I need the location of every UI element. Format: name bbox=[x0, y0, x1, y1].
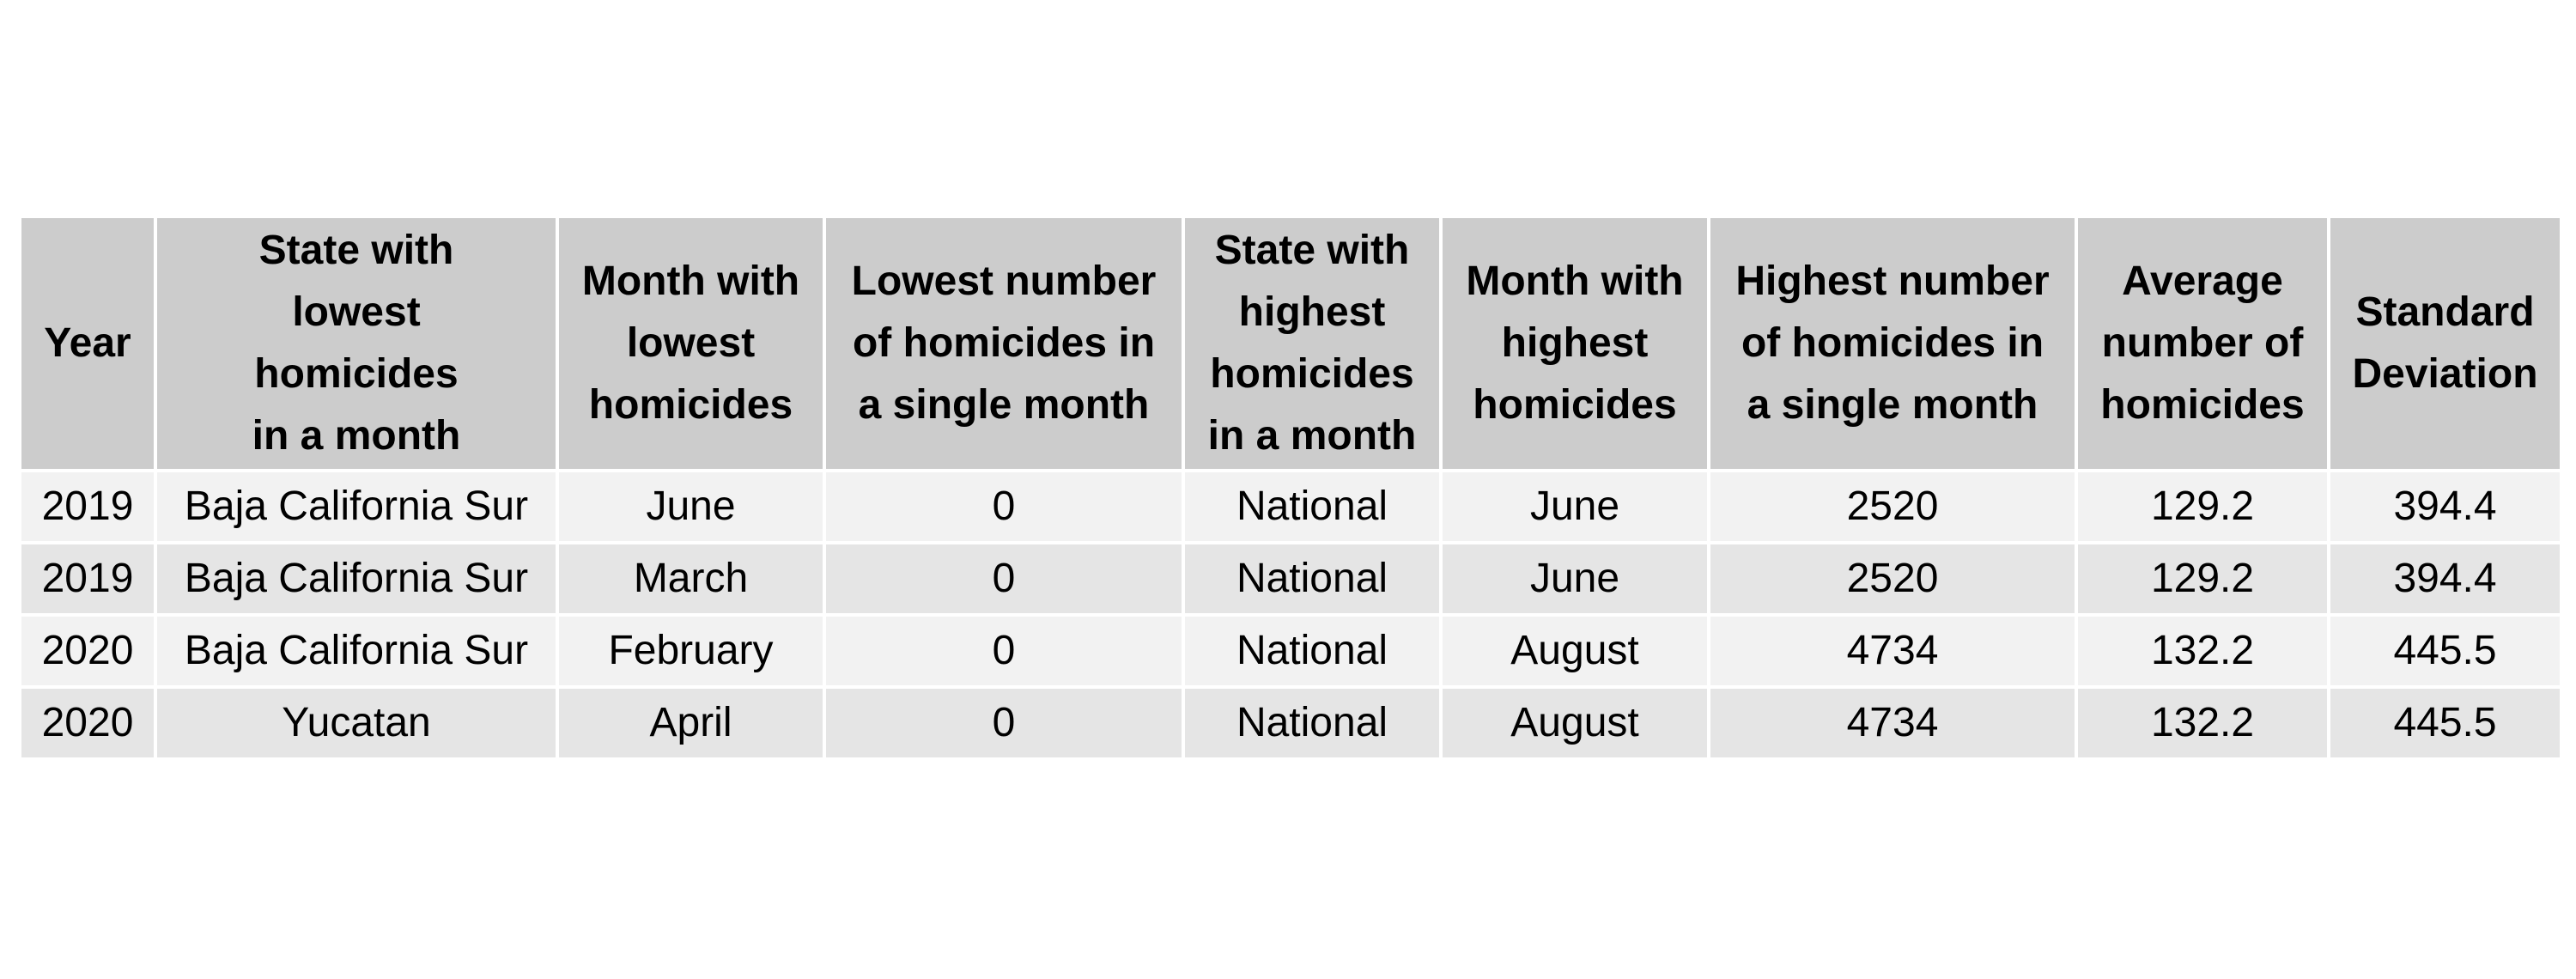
table-cell: June bbox=[1439, 469, 1710, 544]
column-header-line: Year bbox=[44, 320, 131, 366]
table-cell: Baja California Sur bbox=[154, 541, 559, 617]
table-cell: 2520 bbox=[1707, 469, 2078, 544]
table-body: 2019 Baja California Sur June 0 National June… bbox=[18, 469, 2563, 761]
table-cell: 4734 bbox=[1707, 685, 2078, 761]
column-header-line: lowest bbox=[626, 320, 756, 366]
column-header-2: State with lowest homicides in a month bbox=[154, 215, 559, 472]
column-header-8: Average number of homicides bbox=[2075, 215, 2330, 472]
column-header-line: a single month bbox=[858, 382, 1150, 428]
table-cell: June bbox=[556, 469, 826, 544]
column-header-7: Highest number of homicides in a single mo… bbox=[1707, 215, 2078, 472]
column-header-9: Standard Deviation bbox=[2327, 215, 2563, 472]
column-header-1: Year bbox=[18, 215, 157, 472]
column-header-line: homicides bbox=[1473, 382, 1677, 428]
column-header-line: Lowest number bbox=[851, 258, 1157, 304]
column-header-line: Highest number bbox=[1735, 258, 2050, 304]
table-cell: 132.2 bbox=[2075, 613, 2330, 689]
table-cell: 132.2 bbox=[2075, 685, 2330, 761]
table-cell: National bbox=[1182, 685, 1443, 761]
table-row: 2020 Yucatan April 0 National August 4734 132.2… bbox=[18, 685, 2563, 761]
column-header-line: of homicides in bbox=[1741, 320, 2044, 366]
column-header-line: homicides bbox=[1210, 351, 1414, 397]
column-header-line: Standard bbox=[2355, 289, 2535, 335]
table-cell: 2019 bbox=[18, 541, 157, 617]
table-cell: 129.2 bbox=[2075, 541, 2330, 617]
column-header-line: Deviation bbox=[2352, 351, 2538, 397]
column-header-line: a single month bbox=[1747, 382, 2038, 428]
table-cell: August bbox=[1439, 613, 1710, 689]
homicides-table-container: Year State with lowest homicides in a month M… bbox=[18, 215, 2563, 761]
column-header-line: Average bbox=[2122, 258, 2283, 304]
column-header-line: highest bbox=[1501, 320, 1649, 366]
table-cell: National bbox=[1182, 613, 1443, 689]
column-header-line: highest bbox=[1238, 289, 1386, 335]
column-header-line: State with bbox=[1214, 228, 1410, 273]
column-header-line: State with bbox=[258, 228, 454, 273]
column-header-line: homicides bbox=[588, 382, 793, 428]
table-cell: 445.5 bbox=[2327, 685, 2563, 761]
table-header: Year State with lowest homicides in a month M… bbox=[18, 215, 2563, 472]
homicides-table: Year State with lowest homicides in a month M… bbox=[18, 215, 2563, 761]
table-cell: 2520 bbox=[1707, 541, 2078, 617]
table-cell: Yucatan bbox=[154, 685, 559, 761]
column-header-line: number of bbox=[2101, 320, 2304, 366]
table-cell: June bbox=[1439, 541, 1710, 617]
column-header-line: in a month bbox=[1207, 413, 1417, 459]
header-row: Year State with lowest homicides in a month M… bbox=[18, 215, 2563, 472]
column-header-line: of homicides in bbox=[852, 320, 1156, 366]
column-header-4: Lowest number of homicides in a single mon… bbox=[823, 215, 1185, 472]
column-header-line: Month with bbox=[581, 258, 800, 304]
table-row: 2019 Baja California Sur June 0 National June… bbox=[18, 469, 2563, 544]
table-cell: 129.2 bbox=[2075, 469, 2330, 544]
table-cell: March bbox=[556, 541, 826, 617]
table-cell: 2020 bbox=[18, 613, 157, 689]
table-cell: Baja California Sur bbox=[154, 613, 559, 689]
table-cell: 394.4 bbox=[2327, 541, 2563, 617]
table-cell: 445.5 bbox=[2327, 613, 2563, 689]
column-header-5: State with highest homicides in a month bbox=[1182, 215, 1443, 472]
table-row: 2020 Baja California Sur February 0 National… bbox=[18, 613, 2563, 689]
table-cell: 4734 bbox=[1707, 613, 2078, 689]
table-cell: 394.4 bbox=[2327, 469, 2563, 544]
table-cell: 0 bbox=[823, 685, 1185, 761]
column-header-6: Month with highest homicides bbox=[1439, 215, 1710, 472]
table-cell: National bbox=[1182, 469, 1443, 544]
table-cell: 0 bbox=[823, 469, 1185, 544]
column-header-line: homicides bbox=[254, 351, 459, 397]
table-cell: National bbox=[1182, 541, 1443, 617]
table-cell: April bbox=[556, 685, 826, 761]
table-cell: 0 bbox=[823, 541, 1185, 617]
column-header-3: Month with lowest homicides bbox=[556, 215, 826, 472]
table-cell: 2020 bbox=[18, 685, 157, 761]
table-cell: 2019 bbox=[18, 469, 157, 544]
table-cell: Baja California Sur bbox=[154, 469, 559, 544]
table-cell: 0 bbox=[823, 613, 1185, 689]
column-header-line: in a month bbox=[252, 413, 461, 459]
column-header-line: lowest bbox=[292, 289, 421, 335]
column-header-line: homicides bbox=[2100, 382, 2305, 428]
table-cell: February bbox=[556, 613, 826, 689]
table-row: 2019 Baja California Sur March 0 National Jun… bbox=[18, 541, 2563, 617]
table-cell: August bbox=[1439, 685, 1710, 761]
column-header-line: Month with bbox=[1466, 258, 1684, 304]
